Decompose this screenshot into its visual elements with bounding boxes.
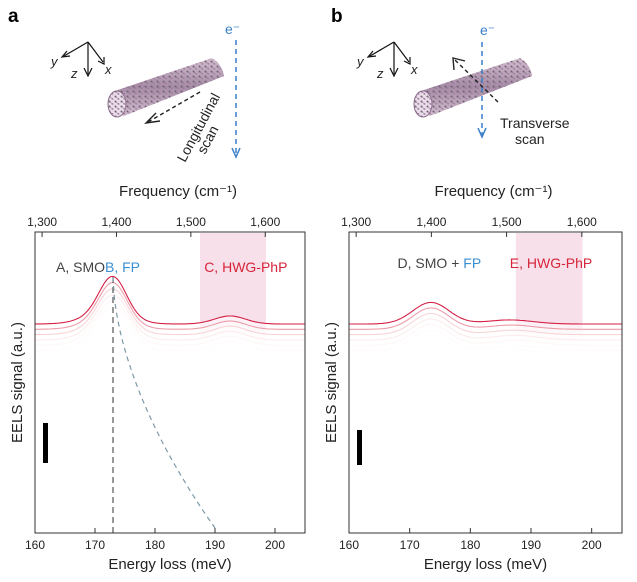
top-axis-title: Frequency (cm⁻¹) — [435, 183, 553, 200]
peak-annotation: A, SMOB, FP — [56, 259, 140, 275]
transverse-scan-label-line2: scan — [515, 131, 545, 147]
panel-b-coordinate-axes: y z x — [356, 41, 418, 81]
x-axis-title: Energy loss (meV) — [108, 556, 231, 573]
top-tick-label: 1,300 — [27, 215, 57, 229]
top-tick-label: 1,500 — [176, 215, 206, 229]
peak-annotation-part: A, SMO — [56, 259, 105, 275]
peak-annotation-part: B, FP — [105, 259, 140, 275]
panel-a-nanotube — [107, 58, 224, 118]
y-axis-label: y — [50, 54, 59, 69]
x-axis-label-b: x — [410, 62, 418, 77]
y-axis-label-b: y — [356, 54, 365, 69]
top-tick-label: 1,400 — [416, 215, 446, 229]
x-tick-label: 190 — [521, 538, 541, 552]
x-tick-label: 170 — [400, 538, 420, 552]
top-tick-label: 1,500 — [492, 215, 522, 229]
panel-b-letter: b — [331, 6, 343, 27]
spectra-traces — [35, 275, 305, 533]
peak-annotation: E, HWG-PhP — [510, 255, 592, 271]
x-axis-label: x — [104, 62, 112, 77]
panel-b-spectra-plot: 160 170 180 190 200 Energy loss (meV) 1,300 1,4… — [323, 183, 623, 573]
plot-frame — [348, 231, 623, 534]
spectrum-fill — [35, 276, 305, 533]
x-tick-label: 160 — [339, 538, 359, 552]
x-tick-label: 190 — [205, 538, 225, 552]
top-tick-label: 1,600 — [250, 215, 280, 229]
transverse-scan-label-line1: Transverse — [500, 115, 570, 131]
peak-annotation-part: D, SMO + — [398, 255, 464, 271]
dashed-guide-dispersion — [112, 276, 216, 529]
z-axis-label-b: z — [376, 66, 384, 81]
top-axis-title: Frequency (cm⁻¹) — [119, 183, 237, 200]
panel-a-coordinate-axes: y z x — [50, 41, 112, 81]
spectrum-line — [35, 275, 305, 325]
peak-annotation: D, SMO + FP — [398, 255, 482, 271]
x-tick-label: 200 — [582, 538, 602, 552]
panel-b-schematic: b y z x e⁻ Transverse scan — [331, 6, 570, 147]
panel-b-electron-beam: e⁻ — [477, 22, 495, 139]
panel-a-electron-label: e⁻ — [225, 21, 240, 37]
x-tick-label: 200 — [265, 538, 285, 552]
peak-annotation-part: C, HWG-PhP — [204, 259, 287, 275]
peak-annotation-part: E, HWG-PhP — [510, 255, 592, 271]
x-tick-label: 170 — [85, 538, 105, 552]
panel-b-scan-arrow: Transverse scan — [452, 57, 570, 147]
panel-a-schematic: a y z x e⁻ Longitudinal scan — [8, 6, 241, 164]
panel-b-electron-label: e⁻ — [480, 22, 495, 38]
x-tick-label: 160 — [25, 538, 45, 552]
panel-b-nanotube — [413, 58, 532, 118]
plot-frame — [34, 231, 306, 534]
spectrum-line — [349, 301, 622, 325]
scale-bar — [43, 423, 48, 463]
top-tick-label: 1,600 — [567, 215, 597, 229]
top-tick-label: 1,400 — [101, 215, 131, 229]
z-axis-label: z — [70, 66, 78, 81]
scale-bar — [357, 430, 362, 465]
panel-a-letter: a — [8, 6, 19, 27]
y-axis-title: EELS signal (a.u.) — [323, 322, 340, 443]
peak-annotation: C, HWG-PhP — [204, 259, 287, 275]
top-tick-label: 1,300 — [341, 215, 371, 229]
spectra-traces — [349, 301, 622, 533]
spectrum-fill — [349, 302, 622, 533]
x-axis-title: Energy loss (meV) — [424, 556, 547, 573]
x-tick-label: 180 — [460, 538, 480, 552]
peak-annotation-part: FP — [463, 255, 481, 271]
panel-a-electron-beam: e⁻ — [225, 21, 241, 159]
panel-a-spectra-plot: 160 170 180 190 200 Energy loss (meV) 1,300 1,4… — [9, 183, 306, 573]
x-tick-label: 180 — [145, 538, 165, 552]
y-axis-title: EELS signal (a.u.) — [9, 322, 26, 443]
